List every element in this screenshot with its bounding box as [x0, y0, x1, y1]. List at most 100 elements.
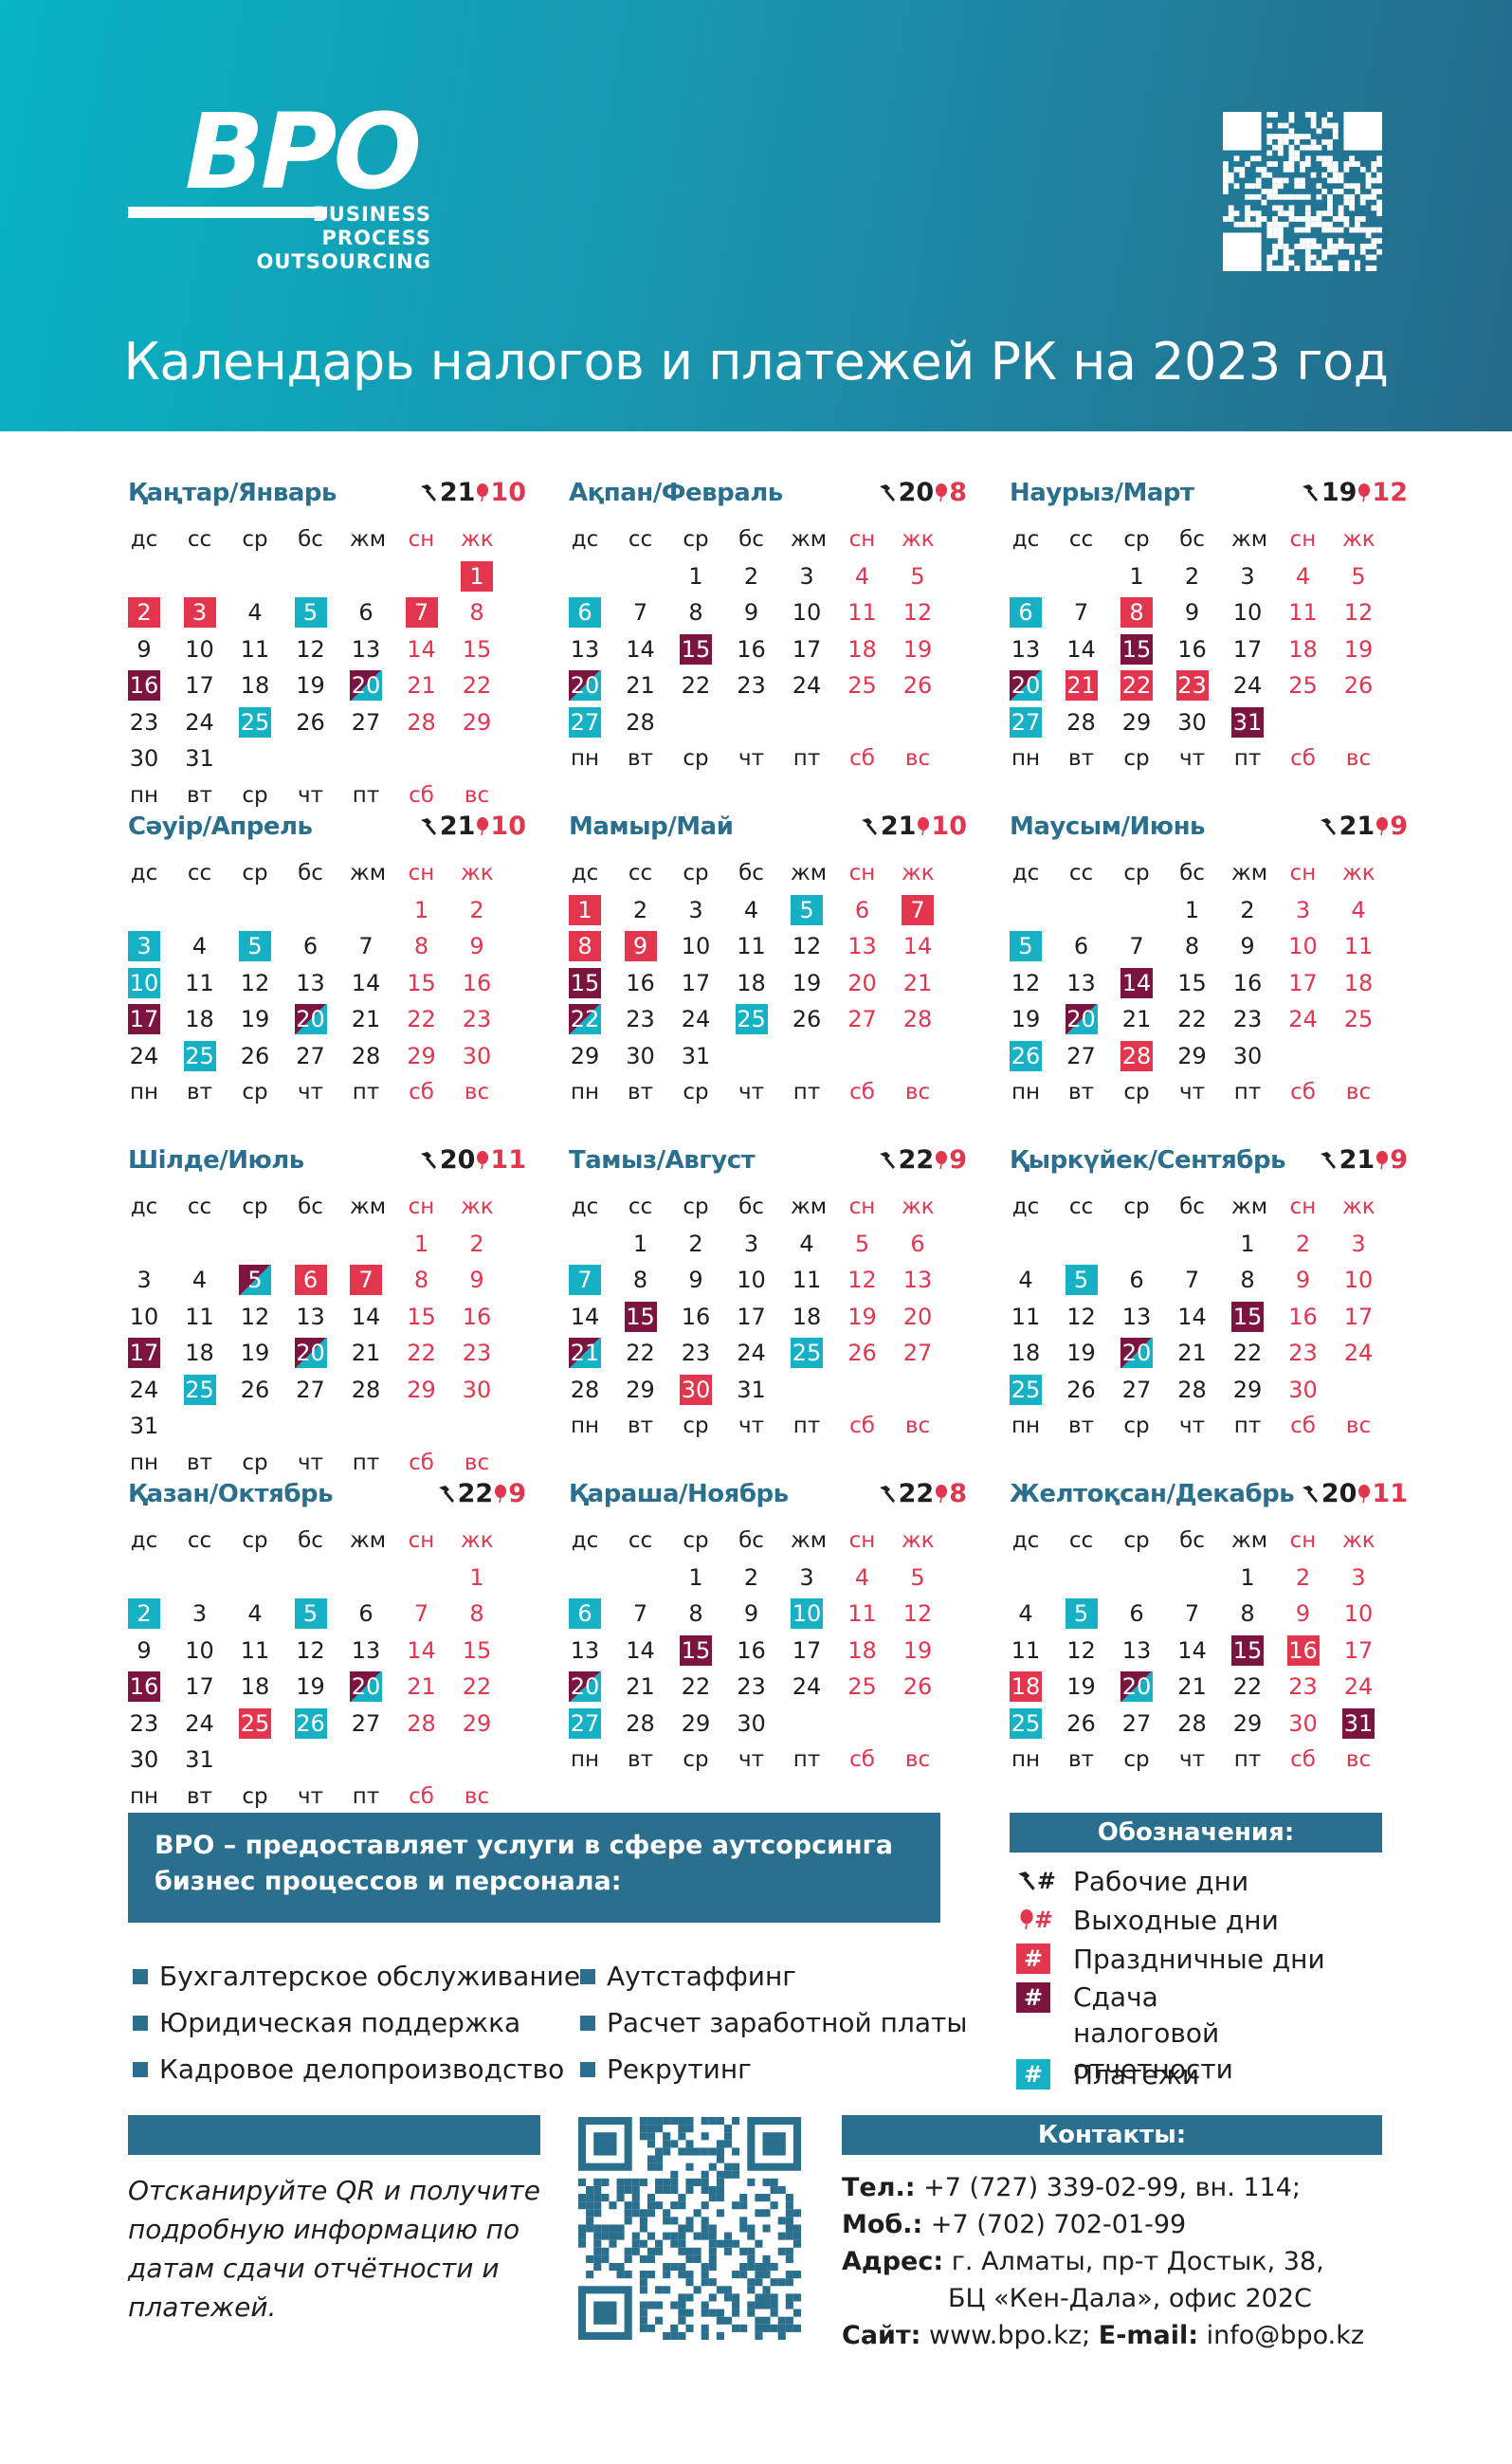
day-cell: 6: [358, 599, 373, 626]
qr-code-footer[interactable]: [578, 2117, 801, 2340]
day-cell: 14: [407, 635, 436, 663]
weekday-footer: пт: [1233, 1747, 1262, 1772]
days-off-count: 12: [1372, 478, 1408, 507]
day-cell: 16: [1288, 1303, 1318, 1330]
day-cell: 8: [688, 599, 703, 626]
day-cell: 29: [407, 1042, 436, 1069]
qr-note-text: Отсканируйте QR и получите подробную инф…: [128, 2175, 540, 2323]
day-cell: 1: [413, 896, 429, 923]
day-cell: 16: [1177, 635, 1207, 663]
weekday-header: сн: [1289, 1195, 1317, 1219]
legend-working-days: # Рабочие дни: [1016, 1866, 1248, 1897]
working-days-count: 22: [457, 1479, 494, 1508]
day-cell: 3: [688, 896, 703, 923]
day-cell: 4: [854, 1563, 870, 1591]
weekday-footer: ср: [242, 1450, 268, 1475]
payment-day-cell: 25: [1010, 1374, 1042, 1405]
weekday-footer: чт: [1179, 1080, 1205, 1104]
day-cell: 12: [1011, 969, 1041, 996]
tax-report-day-cell: 31: [1342, 1707, 1375, 1739]
day-cell: 4: [799, 1230, 814, 1257]
day-cell: 11: [1011, 1303, 1041, 1330]
payment-day-cell: 25: [183, 1374, 216, 1405]
service-item: Аутстаффинг: [580, 1961, 796, 1992]
tax-and-payment-day-cell: 20: [1010, 670, 1042, 701]
weekday-header: дс: [130, 527, 158, 552]
day-cell: 2: [469, 896, 484, 923]
weekday-footer: вт: [628, 746, 653, 771]
day-cell: 3: [191, 1600, 208, 1627]
holiday-day-cell: 16: [1286, 1634, 1320, 1666]
day-cell: 14: [351, 1303, 381, 1330]
day-cell: 12: [902, 599, 933, 626]
weekday-footer: вт: [1068, 746, 1094, 771]
weekday-footer: вт: [187, 1080, 212, 1104]
weekday-footer: вс: [1345, 746, 1372, 771]
day-cell: 14: [570, 1303, 600, 1330]
day-cell: 23: [1288, 1340, 1318, 1366]
day-cell: 1: [1184, 896, 1200, 923]
day-cell: 17: [1232, 635, 1263, 663]
hammer-icon: [1302, 1485, 1318, 1503]
weekday-footer: ср: [683, 1747, 709, 1772]
tax-and-payment-day-cell: 5: [239, 1265, 271, 1295]
bullet-square-icon: [133, 1968, 148, 1984]
day-cell: 11: [240, 635, 270, 663]
weekday-footer: ср: [1123, 1080, 1150, 1104]
month-header: Желтоқсан/Декабрь 20 11: [1010, 1478, 1408, 1516]
day-cell: 24: [1288, 1006, 1318, 1032]
day-cell: 17: [185, 1673, 214, 1700]
day-cell: 22: [1232, 1673, 1263, 1700]
balloon-icon: [936, 483, 948, 502]
weekday-header: сн: [1289, 527, 1317, 552]
bullet-square-icon: [580, 1968, 595, 1984]
hammer-icon: [420, 484, 436, 502]
weekday-footer: чт: [738, 1747, 764, 1772]
day-cell: 4: [247, 599, 263, 626]
day-cell: 26: [792, 1006, 822, 1032]
weekday-footer: пт: [352, 1080, 380, 1104]
day-cell: 30: [1288, 1376, 1318, 1403]
day-cell: 22: [407, 1006, 436, 1032]
weekday-footer: пт: [792, 746, 821, 771]
month-day-counts: 22 8: [878, 1479, 967, 1508]
day-cell: 24: [1343, 1673, 1374, 1700]
weekday-footer: вс: [1345, 1080, 1372, 1104]
balloon-icon: [1376, 1150, 1389, 1169]
tax-and-payment-day-cell: 20: [569, 1671, 601, 1702]
balloon-icon: [1358, 1484, 1371, 1503]
month-name: Сәуір/Апрель: [128, 812, 313, 841]
website-link[interactable]: www.bpo.kz;: [929, 2321, 1091, 2350]
weekday-header: сн: [408, 1195, 435, 1219]
balloon-icon: [477, 816, 489, 835]
day-cell: 19: [296, 672, 325, 699]
hammer-icon: [879, 1485, 895, 1503]
weekday-header: сс: [1068, 1195, 1094, 1219]
weekday-footer: вс: [904, 746, 931, 771]
legend-days-off: # Выходные дни: [1016, 1905, 1279, 1936]
qr-code-header[interactable]: [1223, 112, 1382, 271]
day-cell: 25: [1288, 672, 1318, 699]
balloon-icon: [936, 1484, 948, 1503]
tax-report-day-cell: 16: [128, 1671, 160, 1702]
day-cell: 8: [469, 599, 484, 626]
payment-day-cell: 5: [791, 894, 823, 925]
day-cell: 14: [1177, 1636, 1207, 1664]
day-cell: 27: [296, 1376, 325, 1403]
tax-report-day-cell: 15: [680, 633, 712, 665]
bpo-logo[interactable]: BPO BUSINESS PROCESS OUTSOURCING: [128, 91, 431, 278]
holiday-day-cell: 21: [1065, 670, 1098, 701]
day-cell: 10: [681, 933, 711, 959]
hammer-icon: [1302, 484, 1318, 502]
contact-phone: Тел.: +7 (727) 339-02-99, вн. 114;: [842, 2173, 1301, 2202]
day-cell: 13: [847, 933, 877, 959]
email-link[interactable]: info@bpo.kz: [1206, 2321, 1365, 2350]
weekday-header: ср: [683, 1528, 709, 1553]
day-cell: 11: [847, 599, 877, 626]
weekday-footer: пн: [129, 1783, 159, 1809]
day-cell: 7: [358, 933, 373, 959]
day-cell: 12: [240, 1303, 270, 1330]
day-cell: 17: [1343, 1636, 1374, 1664]
day-cell: 24: [792, 672, 822, 699]
weekday-footer: пт: [352, 1783, 380, 1809]
